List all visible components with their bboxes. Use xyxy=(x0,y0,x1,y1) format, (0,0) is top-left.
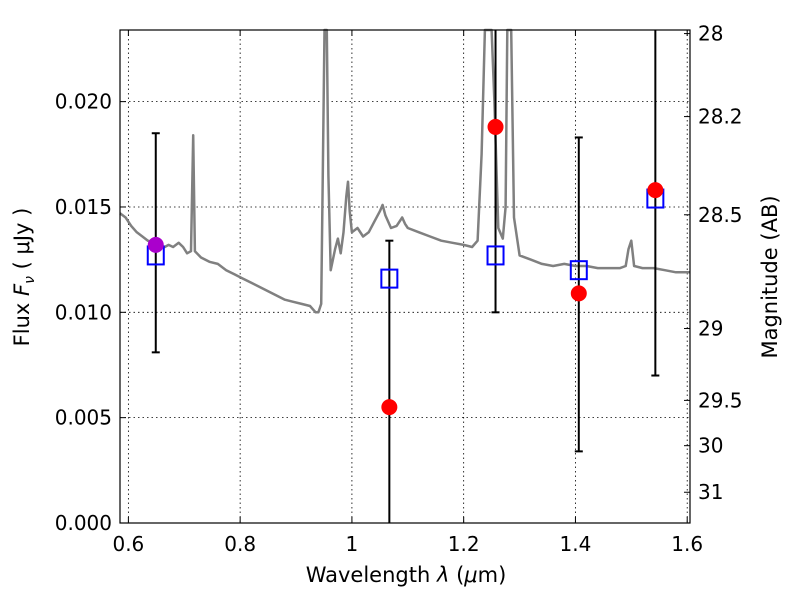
right-tick-label-5: 30 xyxy=(698,434,723,458)
plot-frame xyxy=(119,29,691,524)
observed-point-1 xyxy=(381,399,398,416)
y-tick-label-3: 0.015 xyxy=(55,195,112,219)
right-tick-label-4: 29.5 xyxy=(698,388,743,412)
x-tick-label-3: 1.2 xyxy=(448,532,480,556)
x-tick-label-2: 1 xyxy=(346,532,359,556)
right-tick-label-0: 28 xyxy=(698,22,723,46)
grid xyxy=(120,30,690,524)
synthetic-square-3 xyxy=(569,260,588,281)
observed-point-3 xyxy=(570,285,587,302)
right-tick-label-2: 28.5 xyxy=(698,203,743,227)
axis-ticks: 0.6 0.8 1 1.2 1.4 1.6 0.000 0.005 0.010 0.015 0.02… xyxy=(55,22,743,556)
synthetic-markers xyxy=(146,188,665,289)
observed-point-0 xyxy=(147,236,164,253)
observed-markers xyxy=(147,118,664,416)
right-tick-label-6: 31 xyxy=(698,480,723,504)
y-axis-label: Flux Fν ( μJy ) xyxy=(10,208,38,347)
synthetic-square-1 xyxy=(380,268,399,289)
x-tick-label-5: 1.6 xyxy=(671,532,703,556)
y-tick-label-4: 0.020 xyxy=(55,90,112,114)
observed-point-4 xyxy=(647,182,664,199)
x-axis-label: Wavelength λ (μm) xyxy=(306,563,507,587)
right-tick-label-1: 28.2 xyxy=(698,105,743,129)
y-tick-label-1: 0.005 xyxy=(55,406,112,430)
x-tick-label-0: 0.6 xyxy=(112,532,144,556)
model-spectrum-line xyxy=(119,28,690,314)
x-tick-label-4: 1.4 xyxy=(560,532,592,556)
right-tick-label-3: 29 xyxy=(698,317,723,341)
model-spectrum-layer xyxy=(119,28,690,314)
observed-point-2 xyxy=(487,118,504,135)
y-tick-label-2: 0.010 xyxy=(55,300,112,324)
synthetic-square-2 xyxy=(486,245,505,266)
right-axis-label: Magnitude (AB) xyxy=(758,195,782,358)
x-tick-label-1: 0.8 xyxy=(224,532,256,556)
error-bars xyxy=(151,30,660,523)
y-tick-label-0: 0.000 xyxy=(55,511,112,535)
